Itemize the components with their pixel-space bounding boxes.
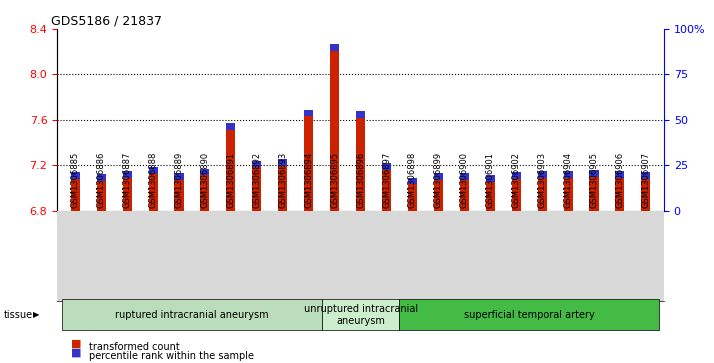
Bar: [641, 172, 650, 179]
Bar: [590, 170, 598, 211]
Bar: [641, 172, 650, 211]
Bar: [330, 44, 339, 211]
Bar: [252, 160, 261, 211]
Bar: [615, 171, 625, 178]
Bar: [538, 171, 547, 178]
Text: transformed count: transformed count: [89, 342, 180, 352]
Bar: [71, 172, 80, 211]
Bar: [304, 110, 313, 117]
Bar: [96, 174, 106, 211]
Bar: [356, 111, 365, 118]
Bar: [486, 175, 495, 182]
Bar: [408, 178, 417, 184]
Text: ■: ■: [71, 348, 82, 358]
Text: tissue: tissue: [4, 310, 33, 320]
Bar: [149, 167, 158, 211]
Bar: [149, 167, 158, 174]
Bar: [512, 172, 521, 211]
Bar: [123, 171, 131, 178]
Bar: [486, 175, 495, 211]
Bar: [330, 44, 339, 50]
Bar: [96, 174, 106, 181]
Bar: [174, 173, 183, 211]
Bar: [460, 173, 469, 180]
Bar: [356, 111, 365, 211]
Bar: [62, 299, 322, 330]
Bar: [563, 171, 573, 211]
Text: ▶: ▶: [33, 310, 39, 319]
Bar: [382, 163, 391, 211]
Bar: [322, 299, 399, 330]
Bar: [434, 173, 443, 211]
Bar: [408, 178, 417, 211]
Bar: [201, 168, 209, 211]
Bar: [226, 123, 236, 211]
Bar: [71, 172, 80, 179]
Bar: [226, 123, 236, 130]
Bar: [615, 171, 625, 211]
Text: GDS5186 / 21837: GDS5186 / 21837: [51, 15, 162, 28]
Text: unruptured intracranial
aneurysm: unruptured intracranial aneurysm: [303, 304, 418, 326]
Text: ruptured intracranial aneurysm: ruptured intracranial aneurysm: [115, 310, 268, 320]
Bar: [563, 171, 573, 178]
Bar: [382, 163, 391, 170]
Bar: [460, 173, 469, 211]
Text: superficial temporal artery: superficial temporal artery: [464, 310, 595, 320]
Bar: [399, 299, 659, 330]
Bar: [434, 173, 443, 180]
Text: ■: ■: [71, 339, 82, 349]
Bar: [174, 173, 183, 180]
Bar: [123, 171, 131, 211]
Bar: [278, 159, 287, 166]
Bar: [512, 172, 521, 179]
Bar: [252, 160, 261, 167]
Bar: [304, 110, 313, 211]
Bar: [201, 168, 209, 175]
Bar: [538, 171, 547, 211]
Bar: [278, 159, 287, 211]
Text: percentile rank within the sample: percentile rank within the sample: [89, 351, 254, 361]
Bar: [590, 170, 598, 176]
